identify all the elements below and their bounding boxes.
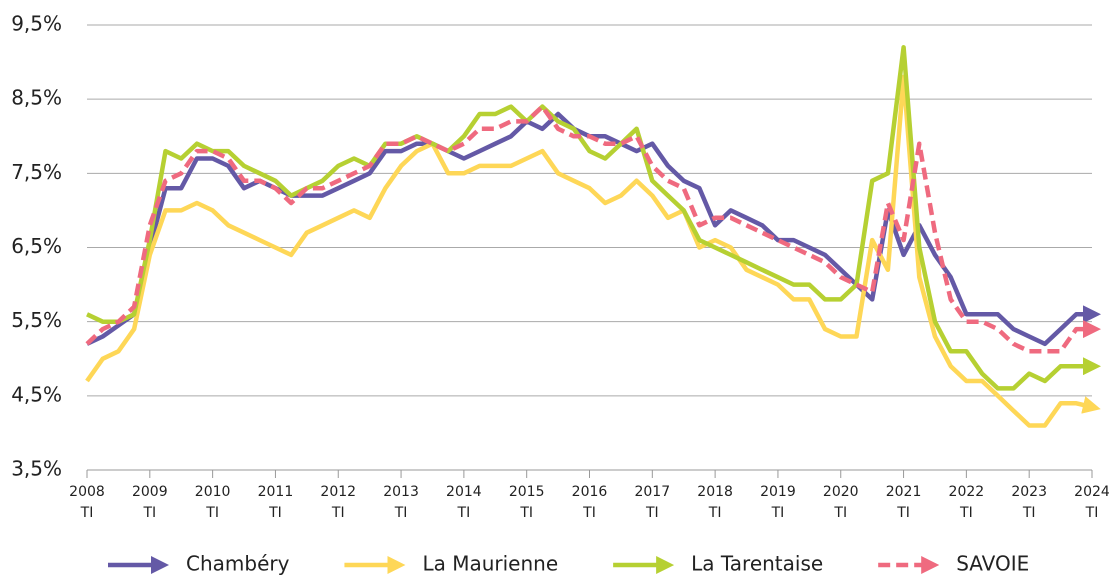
x-tick-label: 2012 [320,484,356,500]
y-tick-label: 7,5% [11,160,62,184]
x-tick-sublabel: TI [205,505,219,521]
series-line [85,104,1101,354]
y-tick-label: 3,5% [11,457,62,481]
y-tick-label: 6,5% [11,234,62,258]
x-tick-label: 2017 [634,484,670,500]
x-tick-sublabel: TI [1022,505,1036,521]
legend-label: La Maurienne [422,552,558,576]
y-tick-label: 8,5% [11,86,62,110]
x-tick-label: 2024 [1074,484,1110,500]
x-tick-label: 2010 [195,484,231,500]
x-tick-sublabel: TI [582,505,596,521]
x-tick-label: 2022 [949,484,985,500]
x-tick-label: 2014 [446,484,482,500]
x-tick-label: 2023 [1011,484,1047,500]
x-tick-label: 2015 [509,484,545,500]
legend-label: SAVOIE [956,552,1029,576]
x-tick-sublabel: TI [708,505,722,521]
x-tick-label: 2009 [132,484,168,500]
legend-label: La Tarentaise [691,552,823,576]
x-tick-sublabel: TI [268,505,282,521]
x-tick-sublabel: TI [394,505,408,521]
x-tick-label: 2021 [886,484,922,500]
legend-label: Chambéry [186,552,290,576]
x-tick-label: 2013 [383,484,419,500]
x-tick-label: 2016 [572,484,608,500]
x-tick-label: 2020 [823,484,859,500]
y-tick-label: 4,5% [11,382,62,406]
x-tick-sublabel: TI [771,505,785,521]
x-tick-sublabel: TI [331,505,345,521]
x-tick-label: 2018 [697,484,733,500]
x-tick-sublabel: TI [833,505,847,521]
x-tick-label: 2019 [760,484,796,500]
series-line [86,45,1101,391]
series-line [85,74,1101,428]
x-tick-sublabel: TI [645,505,659,521]
x-tick-sublabel: TI [959,505,973,521]
y-tick-label: 9,5% [11,12,62,36]
x-tick-sublabel: TI [519,505,533,521]
x-tick-sublabel: TI [896,505,910,521]
y-tick-label: 5,5% [11,308,62,332]
x-tick-sublabel: TI [80,505,94,521]
x-tick-sublabel: TI [1085,505,1099,521]
x-tick-label: 2008 [69,484,105,500]
x-tick-label: 2011 [258,484,294,500]
x-tick-sublabel: TI [457,505,471,521]
x-tick-sublabel: TI [142,505,156,521]
